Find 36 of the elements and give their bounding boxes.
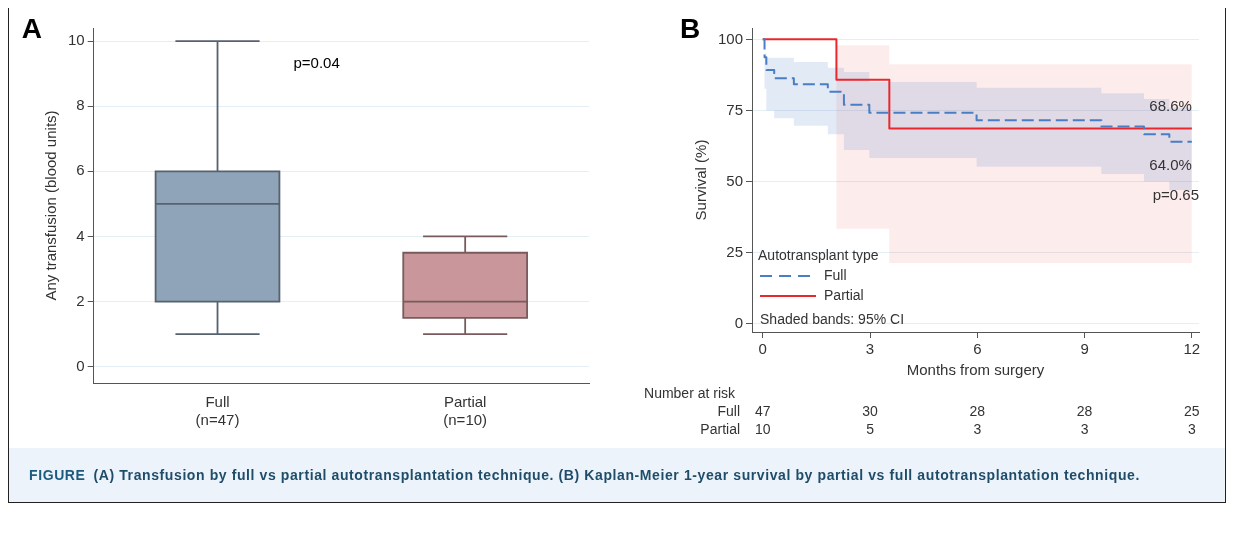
y-axis-title: Survival (%): [692, 139, 710, 221]
x-tick-label: Full (n=47): [195, 393, 240, 429]
annotation: 68.6%: [1149, 96, 1192, 114]
annotation: p=0.65: [1152, 185, 1199, 203]
legend-label: Partial: [824, 286, 864, 303]
y-tick-label: 8: [76, 96, 85, 114]
y-tick-label: 6: [76, 161, 85, 179]
y-tick-label: 4: [76, 226, 85, 244]
legend-label: Full: [824, 266, 847, 283]
x-tick-label: 9: [1080, 340, 1089, 358]
x-tick-label: 6: [973, 340, 982, 358]
annotation: p=0.04: [293, 53, 340, 71]
y-tick-label: 100: [718, 29, 744, 47]
legend-title: Autotransplant type: [758, 246, 879, 263]
y-tick-label: 10: [68, 31, 85, 49]
annotation: 64.0%: [1149, 155, 1192, 173]
text: Number at risk: [644, 384, 737, 401]
x-tick-label: 12: [1183, 340, 1201, 358]
x-axis-title: Months from surgery: [906, 361, 1045, 379]
y-tick-label: 2: [76, 291, 85, 309]
annotation: Shaded bands: 95% CI: [760, 310, 905, 327]
text: Full 47 30 28 28 25: [717, 402, 1200, 419]
y-tick-label: 0: [734, 313, 744, 331]
y-axis-title: Any transfusion (blood units): [42, 110, 60, 301]
y-tick-label: 0: [76, 356, 85, 374]
y-tick-label: 75: [726, 100, 744, 118]
text: FIGURE: [29, 467, 86, 483]
y-tick-label: 25: [726, 242, 744, 260]
text: Partial 10 5 3 3 3: [700, 420, 1196, 437]
x-tick-label: 3: [865, 340, 875, 358]
text: (A) Transfusion by full vs partial autotransplantation technique. (B) Kaplan-Meier 1-year survival by partial vs full autotransplantation technique.: [93, 467, 1140, 483]
x-tick-label: 0: [758, 340, 767, 358]
x-tick-label: Partial (n=10): [443, 393, 488, 429]
chart-title: A: [21, 12, 42, 44]
y-tick-label: 50: [726, 171, 744, 189]
chart-title: B: [680, 12, 701, 44]
